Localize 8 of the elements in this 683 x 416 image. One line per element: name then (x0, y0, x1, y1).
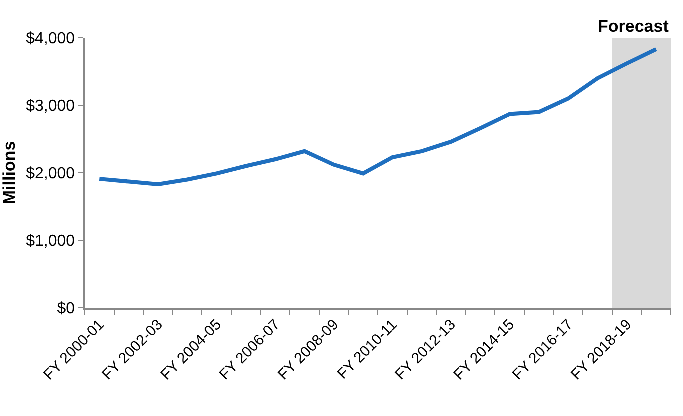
line-series (98, 47, 658, 186)
y-tick-label: $1,000 (26, 233, 76, 250)
y-tick-label: $0 (57, 300, 76, 318)
y-tick-label: $3,000 (26, 98, 76, 116)
y-axis-title: Millions (0, 141, 20, 205)
text: Forecast (598, 17, 670, 36)
y-tick-label: $2,000 (26, 166, 76, 183)
y-tick-label: $4,000 (26, 30, 76, 48)
